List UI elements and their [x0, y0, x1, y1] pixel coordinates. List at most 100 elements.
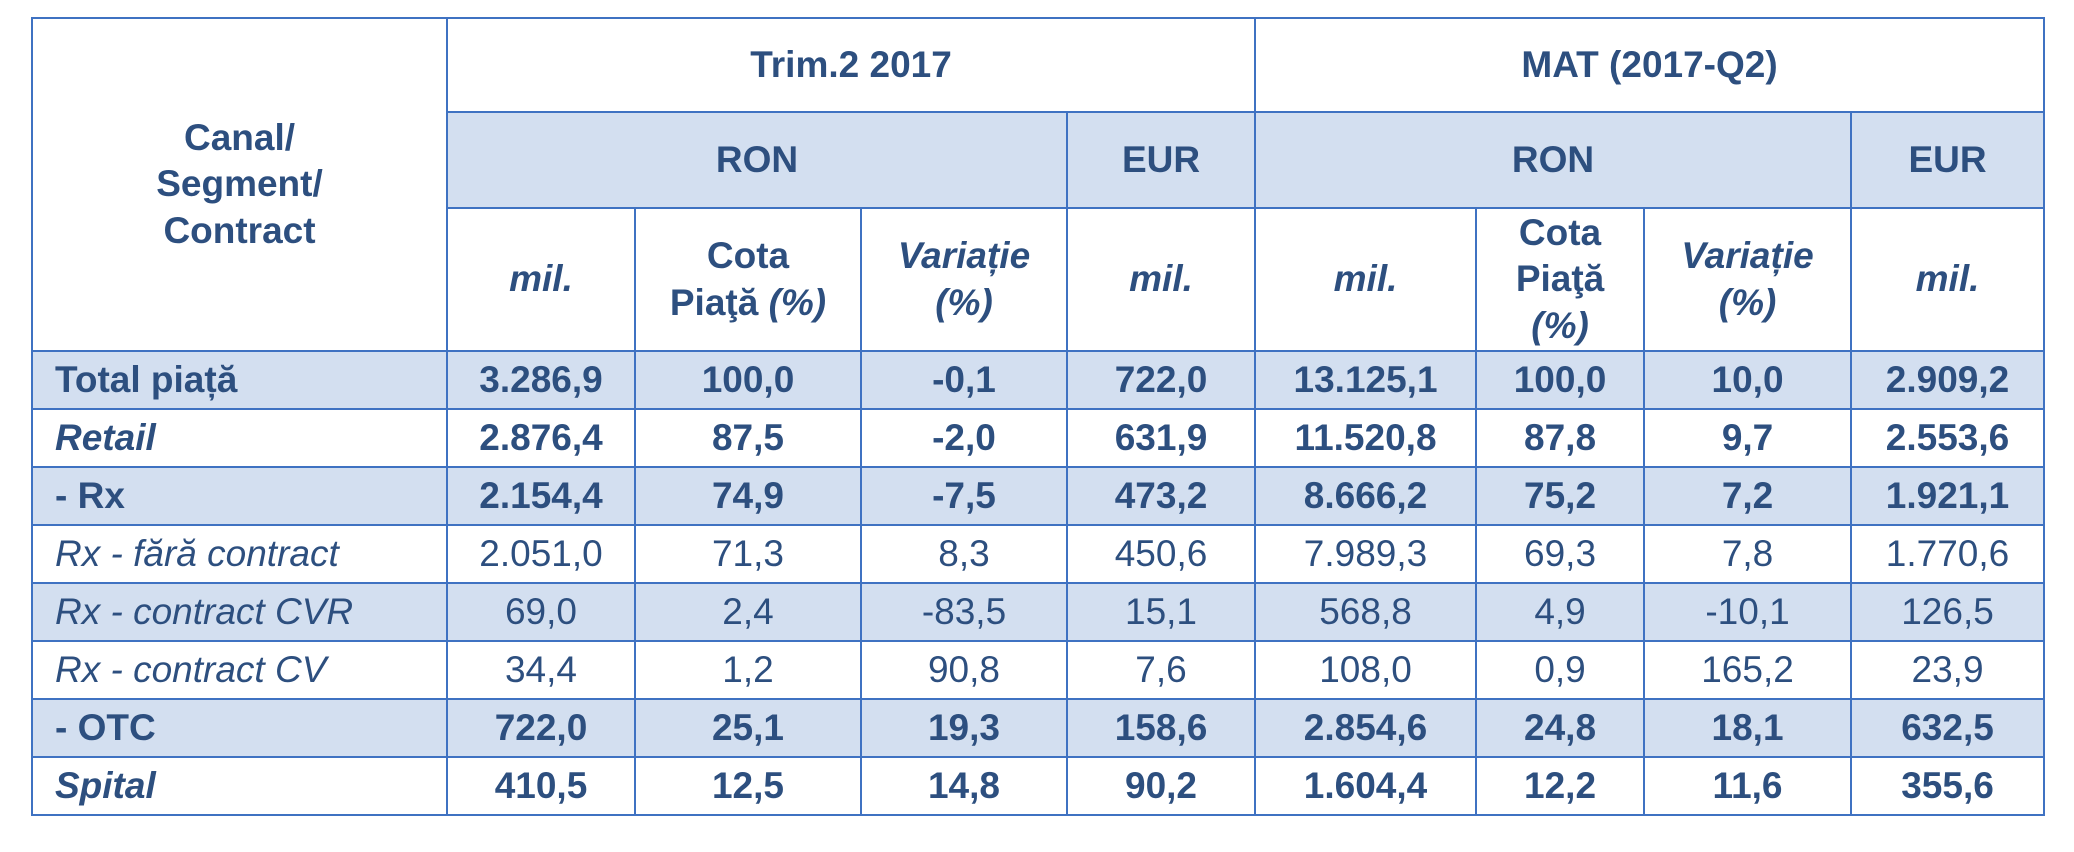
table-cell: 19,3: [860, 698, 1068, 758]
table-cell: -83,5: [860, 582, 1068, 642]
table-cell: 15,1: [1065, 582, 1257, 642]
table-cell: 9,7: [1643, 408, 1853, 468]
table-cell: 3.286,9: [446, 350, 636, 410]
table-cell: 25,1: [634, 698, 862, 758]
table-cell: 2.854,6: [1254, 698, 1478, 758]
table-row: Total piață 3.286,9 100,0 -0,1 722,0 13.…: [31, 350, 2046, 410]
market-table: Canal/ Segment/ Contract Trim.2 2017 MAT…: [31, 17, 2046, 816]
table-cell: 18,1: [1643, 698, 1853, 758]
table-cell: 355,6: [1850, 756, 2046, 816]
table-cell: 8,3: [860, 524, 1068, 584]
table-cell: 71,3: [634, 524, 862, 584]
table-cell: 90,2: [1065, 756, 1257, 816]
table-cell: -7,5: [860, 466, 1068, 526]
table-cell: 11,6: [1643, 756, 1853, 816]
table-cell: 90,8: [860, 640, 1068, 700]
currency-header-eur-mat: EUR: [1850, 111, 2046, 209]
variatie-line-2: (%): [935, 281, 993, 323]
currency-header-ron-q2: RON: [446, 111, 1068, 209]
table-cell: 2.051,0: [446, 524, 636, 584]
period-header-mat: MAT (2017-Q2): [1254, 17, 2046, 113]
table-row: - Rx 2.154,4 74,9 -7,5 473,2 8.666,2 75,…: [31, 466, 2046, 526]
table-cell: 410,5: [446, 756, 636, 816]
table-cell: 12,5: [634, 756, 862, 816]
cota2-line-3: (%): [1531, 304, 1589, 346]
table-cell: 23,9: [1850, 640, 2046, 700]
table-cell: 100,0: [1475, 350, 1646, 410]
table-cell: 568,8: [1254, 582, 1478, 642]
row-label: - Rx: [31, 466, 448, 526]
table-cell: 7,2: [1643, 466, 1853, 526]
table-cell: 87,8: [1475, 408, 1646, 468]
table-cell: 8.666,2: [1254, 466, 1478, 526]
cota2-line-2: Piaţă: [1515, 258, 1605, 300]
row-label: Spital: [31, 756, 448, 816]
variatie-line-1: Variație: [897, 235, 1031, 277]
col-header-variatie-mat: Variație (%): [1643, 207, 1853, 352]
table-cell: 4,9: [1475, 582, 1646, 642]
col-header-mil-ron-mat: mil.: [1254, 207, 1478, 352]
cota-line-2a: Piaţă: [669, 281, 759, 323]
table-cell: 126,5: [1850, 582, 2046, 642]
table-cell: 158,6: [1065, 698, 1257, 758]
table-cell: 69,3: [1475, 524, 1646, 584]
table-cell: 2.553,6: [1850, 408, 2046, 468]
table-cell: 2,4: [634, 582, 862, 642]
cota2-line-1: Cota: [1518, 212, 1602, 254]
table-cell: 69,0: [446, 582, 636, 642]
row-label: - OTC: [31, 698, 448, 758]
corner-line-3: Contract: [163, 209, 316, 251]
corner-line-2: Segment/: [156, 163, 323, 205]
table-cell: 7.989,3: [1254, 524, 1478, 584]
row-label: Total piață: [31, 350, 448, 410]
table-cell: 1,2: [634, 640, 862, 700]
table-cell: 1.770,6: [1850, 524, 2046, 584]
table-cell: -0,1: [860, 350, 1068, 410]
col-header-mil-eur-q2: mil.: [1065, 207, 1257, 352]
table-cell: 165,2: [1643, 640, 1853, 700]
table-cell: 2.154,4: [446, 466, 636, 526]
table-cell: 722,0: [446, 698, 636, 758]
table-cell: 12,2: [1475, 756, 1646, 816]
table-cell: 7,6: [1065, 640, 1257, 700]
cota-line-1: Cota: [706, 235, 790, 277]
table-row: Spital 410,5 12,5 14,8 90,2 1.604,4 12,2…: [31, 756, 2046, 816]
table-cell: 87,5: [634, 408, 862, 468]
table-cell: 722,0: [1065, 350, 1257, 410]
table-cell: 108,0: [1254, 640, 1478, 700]
corner-header: Canal/ Segment/ Contract: [31, 17, 448, 352]
table-cell: 11.520,8: [1254, 408, 1478, 468]
table-cell: 473,2: [1065, 466, 1257, 526]
table-cell: -10,1: [1643, 582, 1853, 642]
table-cell: 34,4: [446, 640, 636, 700]
table-cell: 632,5: [1850, 698, 2046, 758]
col-header-cota-q2: Cota Piaţă (%): [634, 207, 862, 352]
table-cell: 1.921,1: [1850, 466, 2046, 526]
variatie2-line-1: Variație: [1681, 235, 1814, 277]
table-cell: 0,9: [1475, 640, 1646, 700]
currency-header-ron-mat: RON: [1254, 111, 1853, 209]
table-cell: 100,0: [634, 350, 862, 410]
table-cell: 14,8: [860, 756, 1068, 816]
row-label: Rx - fără contract: [31, 524, 448, 584]
period-header-q2: Trim.2 2017: [445, 17, 1257, 113]
col-header-mil-eur-mat: mil.: [1850, 207, 2046, 352]
market-table-container: Canal/ Segment/ Contract Trim.2 2017 MAT…: [31, 17, 2046, 816]
variatie2-line-2: (%): [1718, 281, 1777, 323]
table-row: - OTC 722,0 25,1 19,3 158,6 2.854,6 24,8…: [31, 698, 2046, 758]
table-cell: 631,9: [1065, 408, 1257, 468]
col-header-variatie-q2: Variație (%): [860, 207, 1068, 352]
table-cell: 24,8: [1475, 698, 1646, 758]
table-cell: 10,0: [1643, 350, 1853, 410]
col-header-mil-ron-q2: mil.: [446, 207, 636, 352]
table-cell: 1.604,4: [1254, 756, 1478, 816]
table-cell: 74,9: [634, 466, 862, 526]
currency-header-eur-q2: EUR: [1065, 111, 1257, 209]
table-cell: 7,8: [1643, 524, 1853, 584]
table-cell: 2.909,2: [1850, 350, 2046, 410]
col-header-cota-mat: Cota Piaţă (%): [1475, 207, 1646, 352]
table-cell: 13.125,1: [1254, 350, 1478, 410]
table-cell: -2,0: [860, 408, 1068, 468]
corner-line-1: Canal/: [183, 117, 296, 159]
row-label: Rx - contract CVR: [31, 582, 448, 642]
